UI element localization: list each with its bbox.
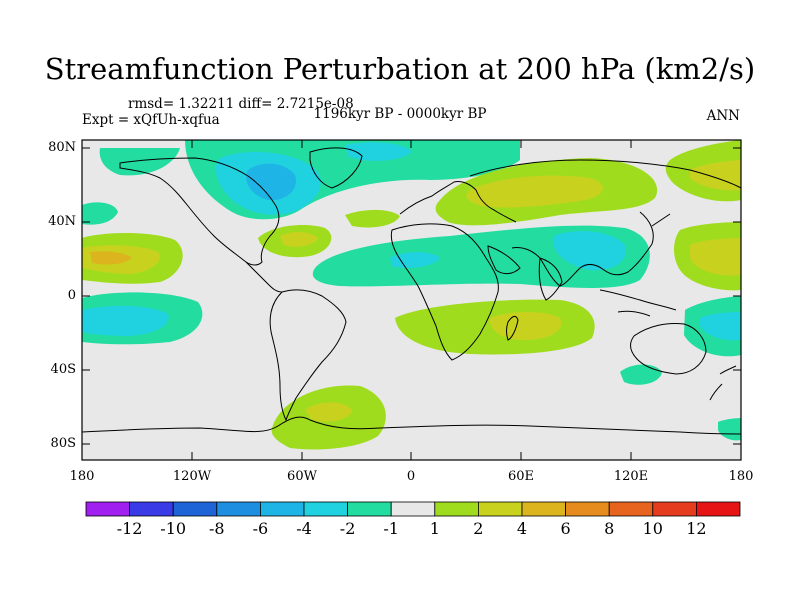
lon-label-60w: 60W <box>287 469 317 484</box>
field-np-west-inner <box>90 251 132 265</box>
coastlines <box>82 147 741 435</box>
colorbar <box>85 501 741 517</box>
india-coast <box>538 257 563 301</box>
colorbar-swatch <box>608 501 654 517</box>
colorbar-label: 2 <box>473 519 484 538</box>
field-nw-small <box>99 148 180 176</box>
field-west-europe <box>345 209 400 228</box>
arabia-coast <box>487 245 521 275</box>
greenland-coast <box>309 147 363 189</box>
colorbar-label: -2 <box>339 519 356 538</box>
field-aus-south <box>620 364 662 385</box>
stats-line: rmsd= 1.32211 diff= 2.7215e-08 <box>128 96 354 112</box>
season-label: ANN <box>706 108 740 124</box>
colorbar-label: -4 <box>296 519 312 538</box>
north-america-coast <box>119 157 280 266</box>
colorbar-label: 6 <box>560 519 571 538</box>
colorbar-label: -6 <box>252 519 269 538</box>
colorbar-label: -10 <box>160 519 187 538</box>
colorbar-swatch <box>216 501 261 517</box>
field-npw-top <box>82 202 118 225</box>
colorbar-swatch <box>565 501 610 517</box>
field-sa-core <box>489 312 562 340</box>
field-south-core <box>305 402 352 422</box>
colorbar-label: -8 <box>209 519 225 538</box>
contour-fields <box>82 140 741 450</box>
colorbar-label: 4 <box>516 519 528 538</box>
period-label: 1196kyr BP - 0000kyr BP <box>313 106 487 122</box>
colorbar-swatch <box>434 501 479 517</box>
colorbar-swatch <box>652 501 697 517</box>
japan-coast <box>651 213 671 227</box>
colorbar-label: 10 <box>642 519 663 538</box>
colorbar-swatch <box>477 501 523 517</box>
field-se-corner <box>718 418 741 441</box>
southeast-asia-islands <box>599 289 677 317</box>
colorbar-label: -12 <box>116 519 143 538</box>
lon-label-180w: 180 <box>69 469 95 484</box>
colorbar-swatch <box>129 501 174 517</box>
asia-coast <box>469 159 741 287</box>
lon-label-0: 0 <box>406 469 416 484</box>
axis-ticks <box>81 140 742 460</box>
colorbar-label: -1 <box>383 519 399 538</box>
colorbar-label: 8 <box>604 519 615 538</box>
field-aus-core <box>700 312 741 341</box>
colorbar-swatch <box>521 501 566 517</box>
new-zealand-coast <box>709 365 737 401</box>
field-atlantic-core <box>280 232 318 247</box>
colorbar-label: 12 <box>686 519 707 538</box>
field-asia-mid <box>390 252 440 268</box>
colorbar-swatch <box>85 501 130 517</box>
field-asia-core <box>553 231 626 271</box>
europe-coast <box>399 181 517 223</box>
lon-label-120e: 120E <box>613 469 649 484</box>
colorbar-swatch <box>172 501 218 517</box>
lat-label-80s: 80S <box>50 436 76 451</box>
colorbar-swatch <box>696 501 741 517</box>
africa-coast <box>390 223 499 361</box>
lat-label-0: 0 <box>67 288 76 303</box>
colorbar-swatch <box>390 501 436 517</box>
lat-label-40n: 40N <box>48 214 76 229</box>
antarctica-coast <box>82 416 741 435</box>
lon-label-180e: 180 <box>728 469 754 484</box>
central-america-coast <box>245 261 283 293</box>
madagascar-coast <box>506 315 519 341</box>
colorbar-swatch <box>259 501 305 517</box>
lon-label-60e: 60E <box>507 469 535 484</box>
plot-title: Streamfunction Perturbation at 200 hPa (… <box>44 52 756 86</box>
colorbar-swatch <box>303 501 348 517</box>
south-america-coast <box>269 289 347 422</box>
lat-label-80n: 80N <box>48 140 76 155</box>
lat-label-40s: 40S <box>50 362 76 377</box>
field-na-core <box>246 163 296 201</box>
field-ne-corner-core <box>690 160 741 191</box>
field-np-east-core <box>690 238 741 276</box>
australia-coast <box>630 323 707 375</box>
expt-line: Expt = xQfUh-xqfua <box>82 112 220 128</box>
colorbar-swatch <box>347 501 392 517</box>
field-eurasia-core <box>466 175 603 208</box>
lon-label-120w: 120W <box>172 469 212 484</box>
colorbar-label: 1 <box>429 519 440 538</box>
field-sp-core <box>82 305 169 336</box>
